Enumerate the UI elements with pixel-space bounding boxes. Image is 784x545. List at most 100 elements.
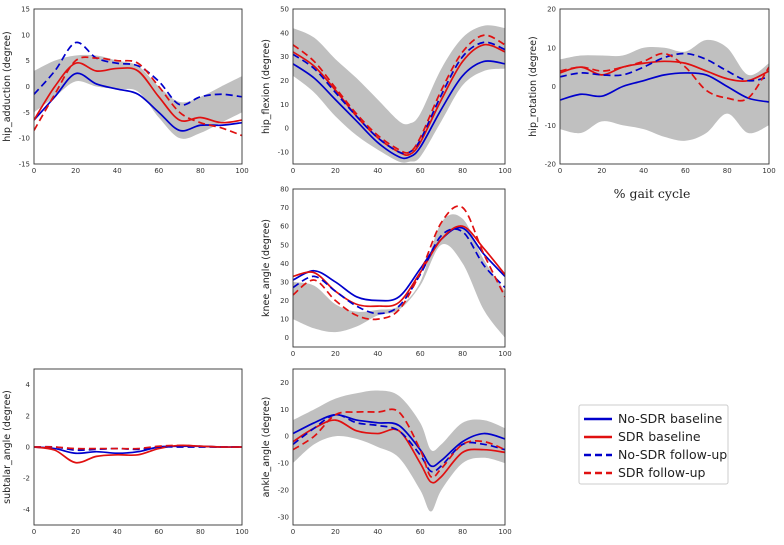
knee-angle-y-tick-label: 80 [280,186,289,194]
hip-rotation-y-axis-label: hip_rotation (degree) [528,36,539,136]
hip-flexion-series-no-sdr-baseline [293,60,505,160]
hip-rotation-chart: 0 20 40 60 80 100 -20 -10 0 10 20 hip_rotation (deg… [528,6,776,176]
hip-flexion-y-tick-label: -10 [278,149,289,157]
hip-flexion-x-tick-label: 60 [416,167,425,175]
knee-angle-y-tick-label: 60 [280,223,289,231]
knee-angle-y-tick-label: 0 [285,334,289,342]
hip-rotation-x-tick-label: 0 [558,167,562,175]
hip-flexion-series-sdr-follow-up [293,34,505,154]
hip-adduction-y-tick-label: 10 [21,31,30,39]
legend-label-sdr-follow-up: SDR follow-up [618,465,706,480]
hip-rotation-x-tick-label: 80 [723,167,732,175]
hip-adduction-series-no-sdr-follow-up [34,41,242,106]
ankle-angle-y-tick-label: -20 [278,487,289,495]
hip-adduction-y-tick-label: -15 [19,161,30,169]
hip-rotation-x-tick-label: 60 [681,167,690,175]
legend-label-no-sdr-follow-up: No-SDR follow-up [618,447,727,462]
ankle-angle-y-tick-label: 20 [280,379,289,387]
subtalar-angle-x-tick-label: 0 [32,528,36,536]
hip-rotation-series-sdr-follow-up [560,52,769,102]
hip-flexion-y-tick-label: 50 [280,6,289,14]
hip-adduction-y-tick-label: 0 [26,83,30,91]
subtalar-angle-x-tick-label: 80 [196,528,205,536]
subtalar-angle-series-sdr-baseline [34,444,242,464]
hip-rotation-plot-frame [559,8,770,165]
hip-adduction-y-tick-label: 5 [26,57,30,65]
ankle-angle-variability-band [293,390,505,512]
hip-rotation-y-tick-label: -10 [545,122,556,130]
knee-angle-x-tick-label: 0 [291,350,295,358]
ankle-angle-x-tick-label: 0 [291,528,295,536]
knee-angle-y-tick-label: 30 [280,278,289,286]
legend-box [578,404,729,485]
knee-angle-plot-frame [292,188,506,348]
hip-flexion-y-tick-label: 10 [280,101,289,109]
hip-rotation-y-tick-label: 20 [547,6,556,14]
legend-label-sdr-baseline: SDR baseline [618,429,701,444]
knee-angle-series-no-sdr-follow-up [293,228,505,315]
knee-angle-chart: 0 20 40 60 80 100 0 10 20 30 40 50 60 70 80 knee_angle … [261,186,512,359]
hip-rotation-y-tick-label: 0 [552,83,556,91]
knee-angle-x-tick-label: 100 [498,350,511,358]
knee-angle-y-axis-label: knee_angle (degree) [261,219,272,317]
hip-flexion-plot-frame [292,8,506,165]
subtalar-angle-x-tick-label: 60 [154,528,163,536]
hip-adduction-x-tick-label: 80 [196,167,205,175]
knee-angle-variability-band [293,214,505,338]
ankle-angle-series-sdr-baseline [293,419,505,484]
ankle-angle-x-tick-label: 100 [498,528,511,536]
hip-flexion-y-axis-label: hip_flexion (degree) [261,39,272,134]
ankle-angle-x-tick-label: 60 [416,528,425,536]
hip-adduction-x-tick-label: 40 [113,167,122,175]
subtalar-angle-plot-frame [33,368,243,526]
chart-panels: 0 20 40 60 80 100-15-10-5051015hip_adduction … [2,6,776,537]
subtalar-angle-x-tick-label: 20 [71,528,80,536]
subtalar-angle-y-tick-label: 4 [26,381,31,389]
hip-flexion-series-sdr-baseline [293,43,505,156]
knee-angle-series-no-sdr-baseline [293,226,505,302]
hip-rotation-y-tick-label: 10 [547,44,556,52]
hip-flexion-chart: 0 20 40 60 80 100 -10 0 10 20 30 40 50 hip_flexion (d… [261,6,512,176]
knee-angle-x-tick-label: 40 [373,350,382,358]
ankle-angle-chart: 0 20 40 60 80 100 -30 -20 -10 0 10 20 ankle_angle (d… [261,368,512,536]
ankle-angle-y-axis-label: ankle_angle (degree) [261,397,272,498]
knee-angle-x-tick-label: 60 [416,350,425,358]
ankle-angle-y-tick-label: -30 [278,513,289,521]
hip-flexion-x-tick-label: 40 [373,167,382,175]
hip-rotation-x-tick-label: 100 [762,167,775,175]
hip-adduction-plot-frame [33,8,243,165]
subtalar-angle-y-tick-label: -4 [23,506,31,514]
hip-flexion-series-no-sdr-follow-up [293,41,505,155]
knee-angle-y-tick-label: 20 [280,297,289,305]
subtalar-angle-x-tick-label: 100 [235,528,248,536]
legend: No-SDR baseline SDR baseline No-SDR foll… [578,404,729,485]
hip-rotation-series-no-sdr-baseline [560,72,769,103]
ankle-angle-y-tick-label: -10 [278,460,289,468]
knee-angle-y-tick-label: 50 [280,241,289,249]
hip-adduction-y-tick-label: -5 [23,109,30,117]
hip-flexion-y-tick-label: 30 [280,53,289,61]
hip-rotation-series-no-sdr-follow-up [560,52,769,82]
hip-rotation-x-tick-label: 40 [639,167,648,175]
ankle-angle-series-no-sdr-follow-up [293,413,505,473]
knee-angle-y-tick-label: 40 [280,260,289,268]
subtalar-angle-series-sdr-follow-up [34,444,242,450]
knee-angle-series-sdr-follow-up [293,205,505,321]
hip-adduction-x-tick-label: 60 [154,167,163,175]
hip-adduction-x-tick-label: 20 [71,167,80,175]
hip-rotation-y-tick-label: -20 [545,161,556,169]
hip-flexion-x-tick-label: 0 [291,167,295,175]
knee-angle-y-tick-label: 70 [280,204,289,212]
hip-rotation-x-tick-label: 20 [597,167,606,175]
legend-label-no-sdr-baseline: No-SDR baseline [618,411,723,426]
hip-adduction-y-tick-label: -10 [19,135,30,143]
hip-rotation-series-sdr-baseline [560,60,769,83]
subtalar-angle-y-tick-label: 2 [26,412,30,420]
knee-angle-y-tick-label: 10 [280,316,289,324]
hip-adduction-series-no-sdr-baseline [34,72,242,132]
hip-adduction-series-sdr-follow-up [34,56,242,137]
hip-flexion-y-tick-label: 40 [280,29,289,37]
subtalar-angle-chart: 0 20 40 60 80 100 -4 -2 0 2 4 subtalar_angle (degre… [2,368,249,536]
hip-flexion-y-tick-label: 0 [285,125,289,133]
